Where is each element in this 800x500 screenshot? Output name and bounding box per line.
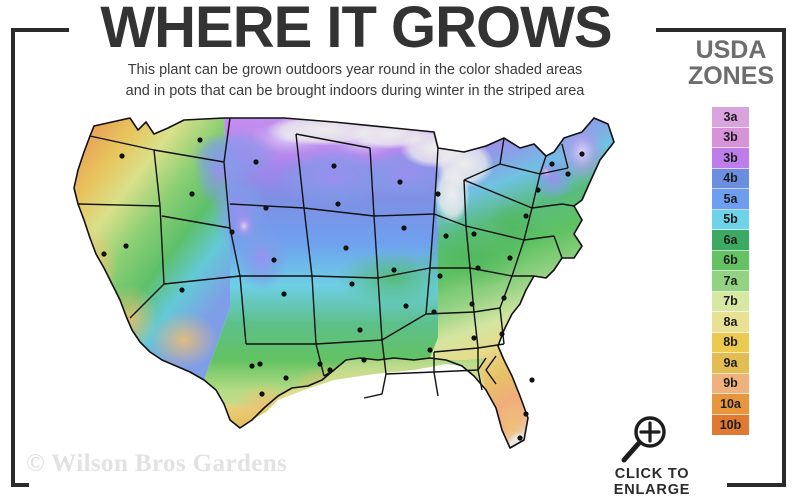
legend-swatch-zone-6b[interactable]: 6b — [712, 250, 749, 271]
legend-swatch-zone-5b[interactable]: 5b — [712, 209, 749, 230]
legend-swatch-zone-9b[interactable]: 9b — [712, 373, 749, 394]
legend-title: USDA ZONES — [668, 36, 794, 90]
state-boundaries — [73, 117, 615, 449]
subtitle-line-2: and in pots that can be brought indoors … — [125, 83, 585, 100]
legend-swatch-zone-6a[interactable]: 6a — [712, 230, 749, 251]
frame-right-edge — [782, 28, 786, 487]
legend-zone-swatch-column: 3a 3b 3b 4b 5a 5b 6a 6b 7a 7b 8a 8b 9a 9b 10a 10b — [712, 107, 749, 435]
map-land-layer — [74, 118, 614, 448]
legend-swatch-zone-9a[interactable]: 9a — [712, 353, 749, 374]
frame-top-right-segment — [656, 28, 786, 32]
page-subtitle: This plant can be grown outdoors year ro… — [40, 60, 670, 102]
legend-swatch-zone-10a[interactable]: 10a — [712, 394, 749, 415]
legend-swatch-zone-10b[interactable]: 10b — [712, 414, 749, 435]
watermark: © Wilson Bros Gardens — [26, 450, 288, 477]
city-dots-layer — [101, 137, 585, 441]
legend-title-line-2: ZONES — [687, 61, 775, 90]
legend-swatch-zone-3a[interactable]: 3a — [712, 107, 749, 128]
legend-swatch-zone-5a[interactable]: 5a — [712, 189, 749, 210]
legend-swatch-zone-3b-1[interactable]: 3b — [712, 127, 749, 148]
legend-title-line-1: USDA — [695, 36, 767, 64]
subtitle-line-1: This plant can be grown outdoors year ro… — [127, 62, 583, 78]
click-to-enlarge-label[interactable]: CLICK TO ENLARGE — [613, 466, 691, 498]
legend-swatch-zone-7b[interactable]: 7b — [712, 291, 749, 312]
legend-swatch-zone-8b[interactable]: 8b — [712, 332, 749, 353]
magnifier-plus-icon[interactable] — [617, 415, 671, 465]
page-title: WHERE IT GROWS — [100, 0, 612, 60]
frame-bottom-right-segment — [727, 483, 786, 487]
legend-swatch-zone-3b-2[interactable]: 3b — [712, 148, 749, 169]
frame-top-left-segment — [11, 28, 69, 32]
legend-swatch-zone-8a[interactable]: 8a — [712, 312, 749, 333]
legend-swatch-zone-4b[interactable]: 4b — [712, 168, 749, 189]
frame-left-edge — [11, 28, 15, 487]
legend-swatch-zone-7a[interactable]: 7a — [712, 271, 749, 292]
usda-zone-map[interactable] — [34, 108, 634, 458]
frame-bottom-left-segment — [11, 483, 29, 487]
